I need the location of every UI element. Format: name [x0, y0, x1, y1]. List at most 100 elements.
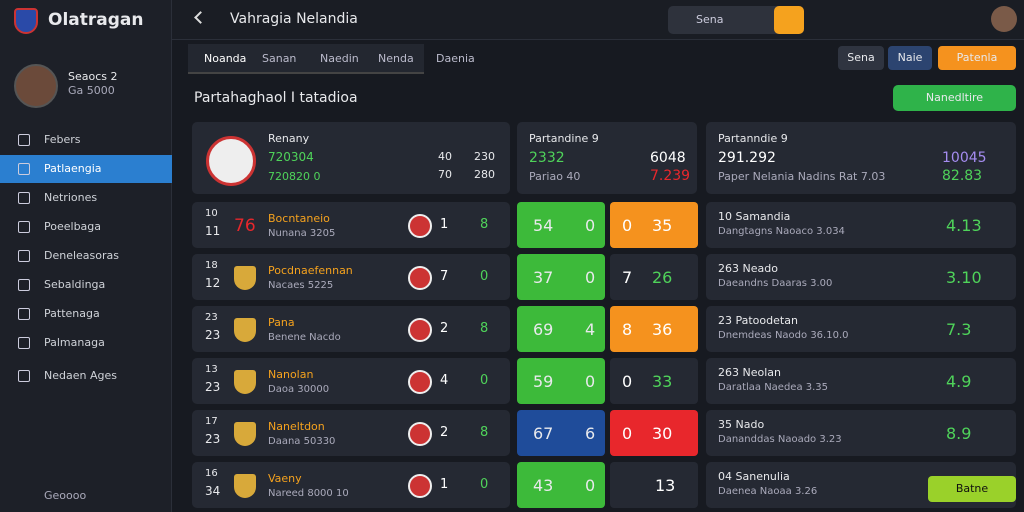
score-value: 8 — [622, 320, 633, 339]
row-logo — [234, 318, 256, 342]
tab[interactable]: Sanan — [262, 52, 297, 65]
right-title: 10 Samandia — [718, 210, 791, 223]
opponent-logo — [408, 370, 432, 394]
row-rank: 23 — [205, 328, 221, 342]
right-title: 04 Sanenulia — [718, 470, 790, 483]
right-value: 3.10 — [946, 268, 982, 287]
right-title: 23 Patoodetan — [718, 314, 798, 327]
score-value: 0 — [585, 372, 596, 391]
heading-button[interactable]: Nanedltire — [893, 85, 1016, 111]
footer[interactable]: Geoooo — [44, 489, 87, 502]
score-value: 0 — [585, 476, 596, 495]
search-text: Sena — [696, 13, 724, 26]
score-value: 7 — [622, 268, 633, 287]
nav-item[interactable]: Palmanaga — [44, 336, 105, 349]
row-mid: 8 — [480, 321, 489, 336]
row-logo — [234, 370, 256, 394]
brand: Olatragan — [48, 10, 144, 30]
summary-sub: 720820 0 — [268, 170, 321, 183]
row-sub: Daana 50330 — [268, 436, 336, 447]
row-name: Nanolan — [268, 368, 314, 381]
row-top: 13 — [205, 364, 218, 375]
score-box — [517, 410, 605, 456]
action-button[interactable]: Sena — [838, 46, 884, 70]
row-logo — [234, 474, 256, 498]
row-top: 23 — [205, 312, 218, 323]
nav-item[interactable]: Patlaengia — [44, 162, 102, 175]
score-box — [610, 306, 698, 352]
score-value: 0 — [622, 424, 633, 443]
tab[interactable]: Naedin — [320, 52, 359, 65]
row-mid: 0 — [480, 477, 489, 492]
score-value: 59 — [533, 372, 554, 391]
score-value: 13 — [655, 476, 676, 495]
right-card — [706, 202, 1016, 248]
nav-item[interactable]: Sebaldinga — [44, 278, 106, 291]
right-sub: Dangtagns Naoaco 3.034 — [718, 226, 845, 237]
nav-icon — [18, 163, 30, 175]
nav-item[interactable]: Netriones — [44, 191, 98, 204]
nav-item[interactable]: Nedaen Ages — [44, 369, 117, 382]
tab[interactable]: Nenda — [378, 52, 414, 65]
summary-stat: 7.239 — [650, 168, 691, 184]
right-sub: Daeandns Daaras 3.00 — [718, 278, 833, 289]
nav-item[interactable]: Deneleasoras — [44, 249, 119, 262]
right-title: 35 Nado — [718, 418, 765, 431]
profile[interactable] — [991, 6, 1017, 32]
right-sub: Daratlaa Naedea 3.35 — [718, 382, 829, 393]
score-value: 0 — [622, 372, 633, 391]
summary-main: 720304 — [268, 150, 314, 164]
nav-item[interactable]: Poeelbaga — [44, 220, 102, 233]
nav-item[interactable]: Pattenaga — [44, 307, 100, 320]
summary-main: 2332 — [529, 150, 565, 166]
nav-icon — [18, 308, 30, 320]
nav-item[interactable]: Febers — [44, 133, 81, 146]
logo — [14, 8, 38, 34]
tab[interactable]: Daenia — [436, 52, 475, 65]
row-name: Pocdnaefennan — [268, 264, 353, 277]
summary-stat: 6048 — [650, 150, 686, 166]
right-title: 263 Neado — [718, 262, 778, 275]
row-top: 10 — [205, 208, 218, 219]
row-name: Bocntaneio — [268, 212, 330, 225]
action-button[interactable]: Batne — [928, 476, 1016, 502]
row-rank: 23 — [205, 432, 221, 446]
row-sub: Benene Nacdo — [268, 332, 341, 343]
score-value: 36 — [652, 320, 673, 339]
tab[interactable]: Noanda — [204, 52, 247, 65]
row-logo — [234, 422, 256, 446]
right-sub: Dnemdeas Naodo 36.10.0 — [718, 330, 849, 341]
summary-card — [706, 122, 1016, 194]
heading: Partahaghaol I tatadioa — [194, 90, 358, 106]
action-button[interactable]: Patenla — [938, 46, 1016, 70]
right-card — [706, 410, 1016, 456]
row-name: Naneltdon — [268, 420, 325, 433]
row-card — [192, 202, 510, 248]
row-logo — [234, 266, 256, 290]
row-mid: 1 — [440, 217, 449, 232]
search-button[interactable] — [774, 6, 804, 34]
row-rank: 23 — [205, 380, 221, 394]
score-value: 43 — [533, 476, 554, 495]
score-box — [610, 462, 698, 508]
row-mid: 0 — [480, 373, 489, 388]
nav-icon — [18, 221, 30, 233]
summary-stat: 230 — [474, 150, 495, 163]
row-mid: 8 — [480, 217, 489, 232]
row-mid: 8 — [480, 425, 489, 440]
score-box — [517, 306, 605, 352]
nav-active — [0, 155, 172, 183]
score-box — [517, 462, 605, 508]
action-button[interactable]: Naie — [888, 46, 932, 70]
right-value: 8.9 — [946, 424, 972, 443]
opponent-logo — [408, 214, 432, 238]
row-name: Vaeny — [268, 472, 302, 485]
right-sub: Dananddas Naoado 3.23 — [718, 434, 842, 445]
summary-sub: Pariao 40 — [529, 170, 581, 183]
avatar — [14, 64, 58, 108]
user-balance: Ga 5000 — [68, 84, 115, 97]
row-mid: 2 — [440, 425, 449, 440]
row-rank: 12 — [205, 276, 221, 290]
opponent-logo — [408, 266, 432, 290]
